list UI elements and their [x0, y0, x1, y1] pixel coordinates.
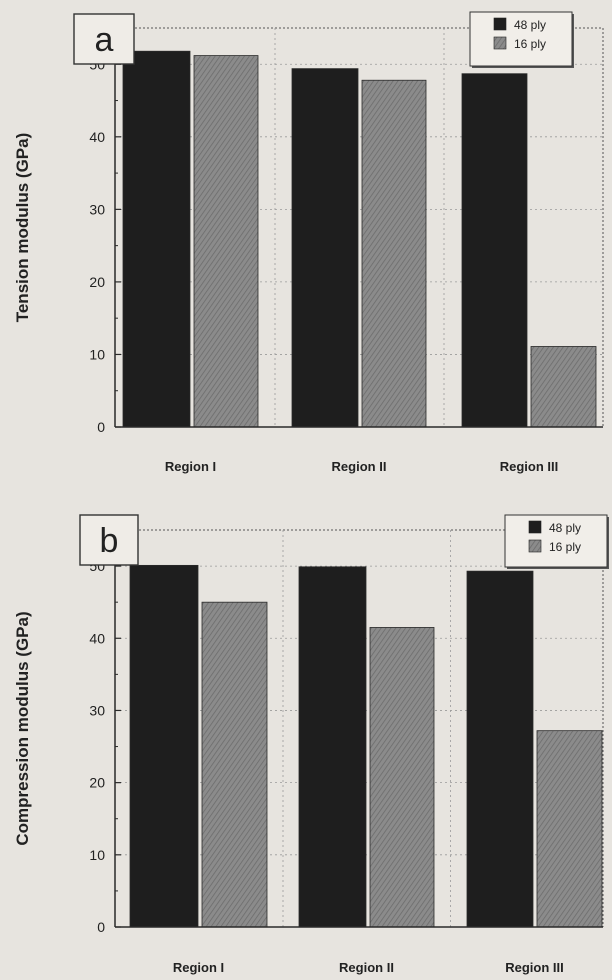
pa-category-label-region-iii: Region III: [500, 459, 559, 474]
pb-panel-label: b: [100, 522, 119, 560]
pa-ytick-label-30: 30: [89, 201, 105, 217]
pa-category-label-region-i: Region I: [165, 459, 216, 474]
pb-legend-swatch-16ply: [528, 539, 542, 553]
pb-ytick-label-10: 10: [89, 847, 105, 863]
pb-legend-box: [504, 514, 608, 568]
pa-bar-16ply-region-i: [193, 55, 259, 428]
pb-ytick-label-30: 30: [89, 702, 105, 718]
pa-bar-16ply-region-iii: [530, 346, 597, 428]
pb-ytick-label-0: 0: [97, 919, 105, 935]
pa-legend-label-16ply: 16 ply: [514, 37, 546, 51]
pa-legend-swatch-48ply: [493, 17, 507, 31]
pa-bar-48ply-region-i: [122, 50, 191, 428]
pb-ytick-label-20: 20: [89, 775, 105, 791]
pb-category-label-region-i: Region I: [173, 960, 224, 975]
pa-legend-label-48ply: 48 ply: [514, 18, 546, 32]
pb-ytick-label-40: 40: [89, 630, 105, 646]
pb-bar-48ply-region-ii: [298, 566, 367, 928]
pb-bar-16ply-region-ii: [369, 627, 435, 928]
pa-bar-16ply-region-ii: [361, 79, 427, 428]
pa-ytick-label-20: 20: [89, 274, 105, 290]
pb-bar-48ply-region-iii: [466, 570, 534, 928]
pa-ytick-label-40: 40: [89, 129, 105, 145]
pa-bar-48ply-region-iii: [461, 73, 528, 428]
pb-bar-48ply-region-i: [129, 564, 199, 928]
pa-legend-swatch-16ply: [493, 36, 507, 50]
pa-ytick-label-0: 0: [97, 419, 105, 435]
pb-legend-swatch-48ply: [528, 520, 542, 534]
pa-category-label-region-ii: Region II: [332, 459, 387, 474]
pb-y-axis-label: Compression modulus (GPa): [13, 611, 32, 845]
pa-y-axis-label: Tension modulus (GPa): [13, 133, 32, 323]
pb-category-label-region-iii: Region III: [505, 960, 564, 975]
pa-panel-label-box: [73, 13, 135, 65]
pa-ytick-label-10: 10: [89, 346, 105, 362]
pb-bar-16ply-region-i: [201, 601, 268, 928]
pb-category-label-region-ii: Region II: [339, 960, 394, 975]
pb-panel-label-box: [79, 514, 139, 566]
pa-bar-48ply-region-ii: [291, 68, 359, 428]
pa-panel-label: a: [95, 21, 114, 59]
pb-legend-label-48ply: 48 ply: [549, 521, 581, 535]
pb-bar-16ply-region-iii: [536, 730, 603, 928]
pb-legend-label-16ply: 16 ply: [549, 540, 581, 554]
pa-legend-box: [469, 11, 573, 67]
